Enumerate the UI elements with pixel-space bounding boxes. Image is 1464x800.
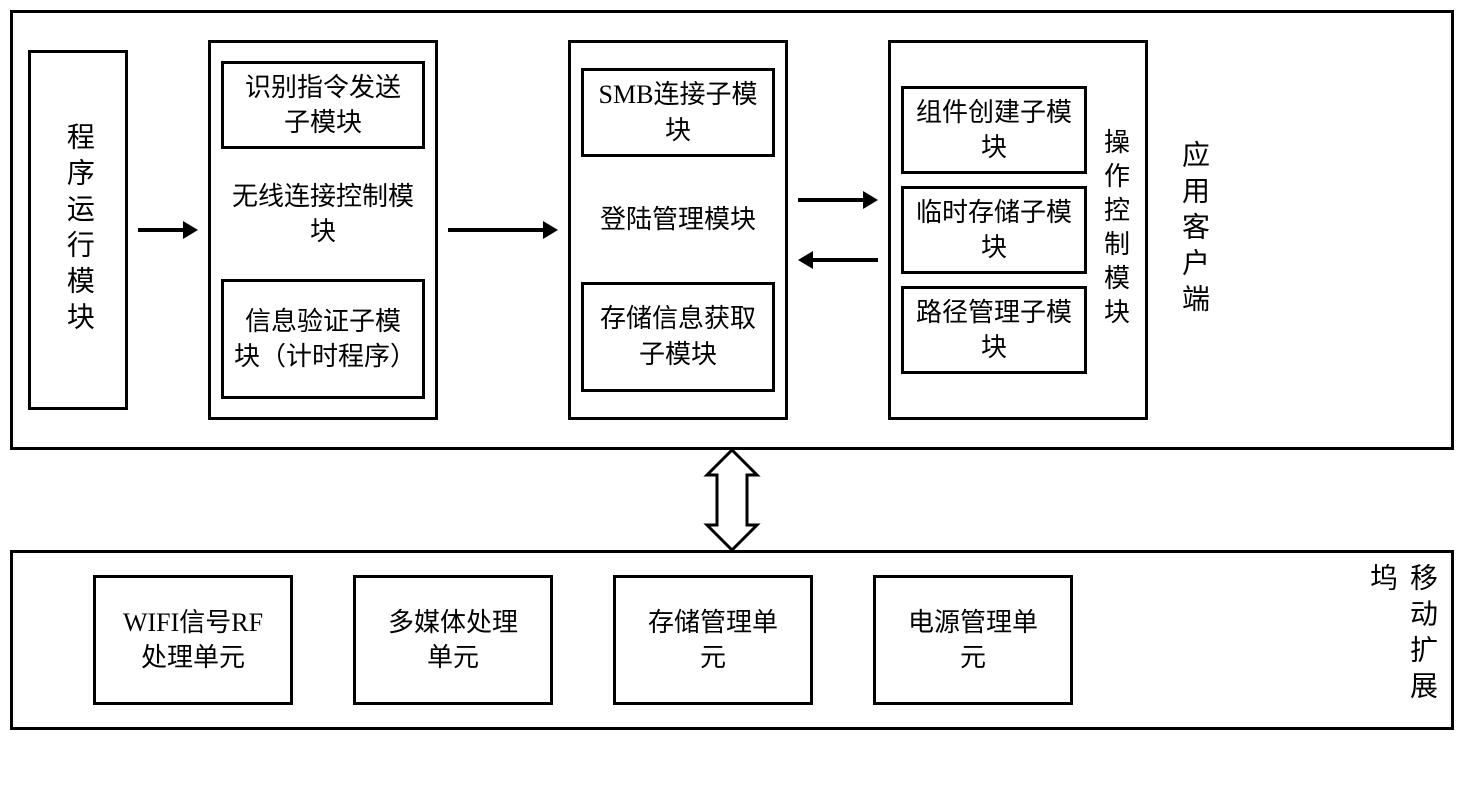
bottom-section-dock: WIFI信号RF处理单元 多媒体处理单元 存储管理单元 电源管理单元 移动扩展坞: [10, 550, 1454, 730]
arrow-3-dual: [798, 185, 878, 275]
temp-storage-submodule: 临时存储子模块: [901, 186, 1087, 274]
storage-unit: 存储管理单元: [613, 575, 813, 705]
storage-info-submodule: 存储信息获取子模块: [581, 282, 775, 392]
arrow-1: [138, 210, 198, 250]
info-verify-submodule: 信息验证子模块（计时程序）: [221, 279, 425, 399]
dock-label: 移动扩展坞: [1361, 563, 1441, 723]
login-mgmt-module: SMB连接子模块 登陆管理模块 存储信息获取子模块: [568, 40, 788, 420]
program-run-label: 程序运行模块: [59, 122, 97, 338]
component-create-submodule: 组件创建子模块: [901, 86, 1087, 174]
op-control-module: 组件创建子模块 临时存储子模块 路径管理子模块 操作控制模块: [888, 40, 1148, 420]
smb-connect-submodule: SMB连接子模块: [581, 68, 775, 156]
wireless-control-module: 识别指令发送子模块 无线连接控制模块 信息验证子模块（计时程序）: [208, 40, 438, 420]
recognition-cmd-submodule: 识别指令发送子模块: [221, 61, 425, 149]
wifi-unit: WIFI信号RF处理单元: [93, 575, 293, 705]
login-mgmt-title: 登陆管理模块: [600, 197, 756, 242]
wireless-control-title: 无线连接控制模块: [221, 174, 425, 254]
multimedia-unit: 多媒体处理单元: [353, 575, 553, 705]
op-control-title: 操作控制模块: [1095, 128, 1135, 332]
bi-arrow-vertical: [697, 450, 767, 550]
path-mgmt-submodule: 路径管理子模块: [901, 286, 1087, 374]
bidirectional-arrow-icon: [697, 450, 767, 550]
arrow-2: [448, 210, 558, 250]
arrow-left-icon: [798, 245, 878, 275]
top-section-client: 程序运行模块 识别指令发送子模块 无线连接控制模块 信息验证子模块（计时程序） …: [10, 10, 1454, 450]
diagram-container: 程序运行模块 识别指令发送子模块 无线连接控制模块 信息验证子模块（计时程序） …: [10, 10, 1454, 790]
client-label: 应用客户端: [1168, 140, 1218, 320]
program-run-module: 程序运行模块: [28, 50, 128, 410]
power-unit: 电源管理单元: [873, 575, 1073, 705]
arrow-right-icon: [798, 185, 878, 215]
